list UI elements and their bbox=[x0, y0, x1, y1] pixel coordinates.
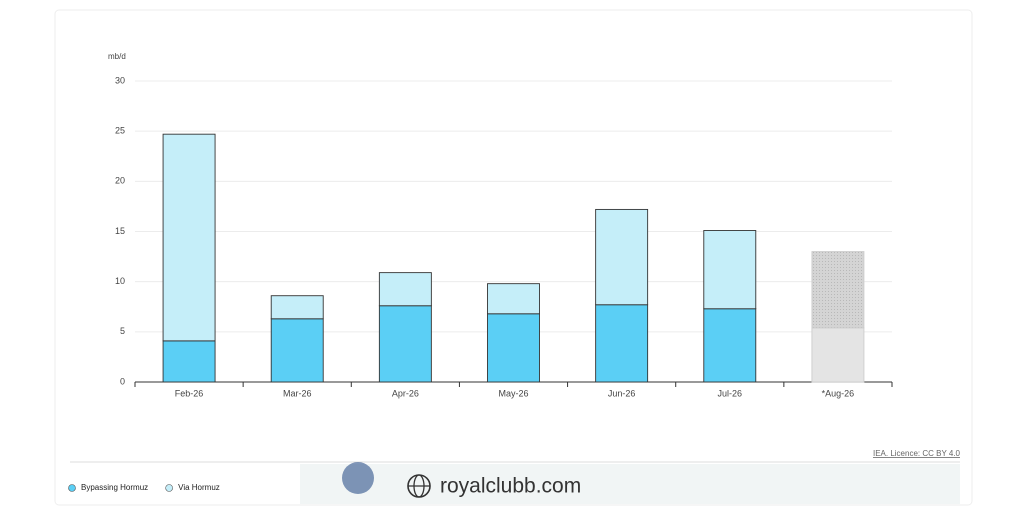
y-tick-label: 5 bbox=[120, 326, 125, 336]
y-tick-label: 20 bbox=[115, 176, 125, 186]
y-tick-label: 25 bbox=[115, 126, 125, 136]
y-tick-label: 15 bbox=[115, 226, 125, 236]
x-tick-label: *Aug-26 bbox=[822, 388, 855, 398]
unit-label: mb/d bbox=[108, 52, 126, 61]
robot-icon bbox=[342, 462, 374, 494]
bar-segment bbox=[378, 305, 432, 383]
y-tick-label: 0 bbox=[120, 376, 125, 386]
legend-swatch bbox=[165, 484, 173, 492]
bar-segment bbox=[811, 327, 865, 383]
x-tick-label: Jun-26 bbox=[608, 388, 636, 398]
legend-label: Via Hormuz bbox=[178, 483, 220, 492]
bar-segment bbox=[270, 318, 324, 383]
source: IEA. Licence: CC BY 4.0 bbox=[873, 449, 961, 458]
x-tick-label: Jul-26 bbox=[718, 388, 743, 398]
bar-segment bbox=[162, 133, 216, 342]
bar-segment bbox=[595, 208, 649, 306]
legend-swatch bbox=[68, 484, 76, 492]
bar-segment bbox=[595, 304, 649, 383]
bar-segment bbox=[487, 313, 540, 383]
bar-segment bbox=[270, 295, 324, 320]
x-tick-label: Apr-26 bbox=[392, 388, 419, 398]
watermark-band bbox=[300, 464, 960, 504]
x-tick-label: May-26 bbox=[498, 388, 528, 398]
x-tick-label: Feb-26 bbox=[175, 388, 204, 398]
bar-segment bbox=[703, 308, 757, 383]
bar-segment bbox=[487, 283, 540, 315]
bar-segment bbox=[811, 251, 865, 329]
x-tick-label: Mar-26 bbox=[283, 388, 312, 398]
bar-segment bbox=[378, 272, 432, 307]
y-tick-label: 30 bbox=[115, 75, 125, 85]
bar-segment bbox=[703, 230, 757, 310]
y-tick-label: 10 bbox=[115, 276, 125, 286]
bar-segment bbox=[162, 340, 216, 383]
legend-label: Bypassing Hormuz bbox=[81, 483, 148, 492]
watermark: royalclubb.com bbox=[440, 475, 581, 498]
